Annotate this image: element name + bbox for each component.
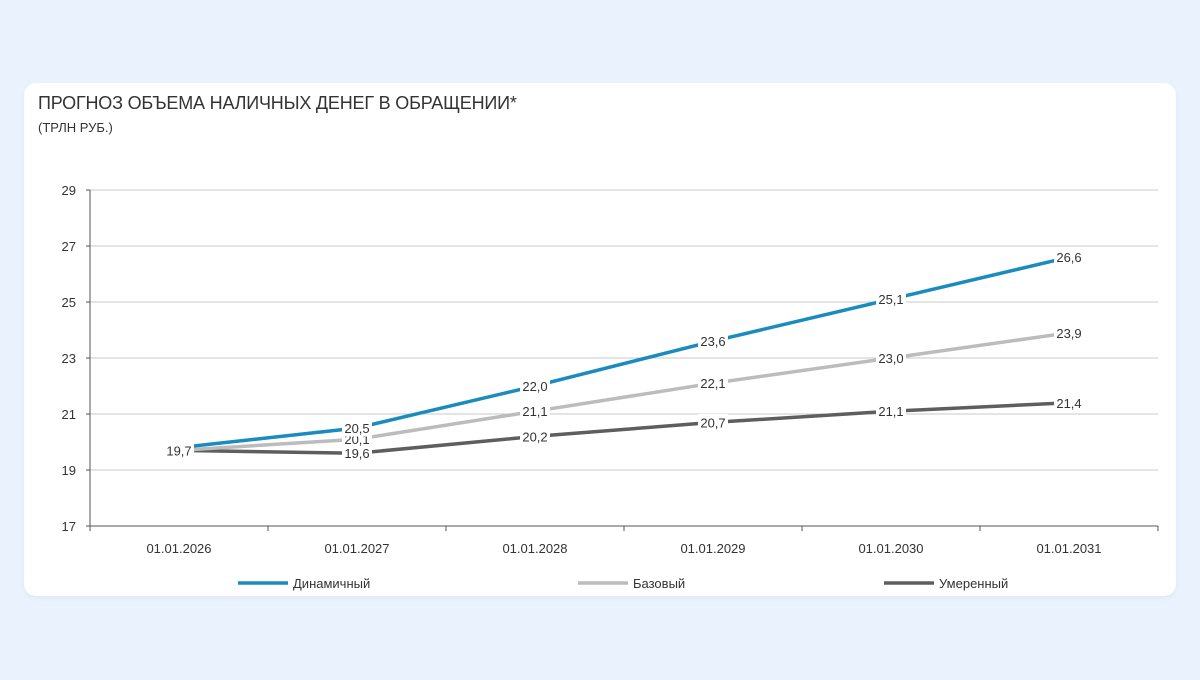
- data-label: 23,9: [1056, 326, 1081, 341]
- y-tick-label: 29: [62, 183, 76, 198]
- data-label-bg: [342, 419, 372, 437]
- y-tick-label: 19: [62, 463, 76, 478]
- data-label-bg: [876, 349, 906, 367]
- data-label: 19,7: [166, 443, 191, 458]
- data-label: 19,6: [344, 446, 369, 461]
- data-label: 22,1: [700, 376, 725, 391]
- data-label: 20,7: [700, 415, 725, 430]
- data-label: 22,0: [522, 379, 547, 394]
- data-label: 21,1: [878, 404, 903, 419]
- legend-label: Умеренный: [939, 576, 1008, 591]
- data-label-bg: [698, 413, 728, 431]
- data-label-bg: [164, 441, 194, 459]
- data-label: 21,4: [1056, 396, 1081, 411]
- data-label-bg: [876, 402, 906, 420]
- line-chart: 17 19 21 23 25 27 29 01.01.2026 01.01.2027 01.01.…: [62, 183, 1159, 591]
- x-tick-label: 01.01.2026: [146, 541, 211, 556]
- series-line-2: [178, 401, 1070, 455]
- chart-subtitle: (ТРЛН РУБ.): [38, 120, 113, 135]
- x-tick-label: 01.01.2028: [502, 541, 567, 556]
- y-tick-label: 23: [62, 351, 76, 366]
- data-label: 20,5: [344, 421, 369, 436]
- series-line-0: [178, 255, 1070, 450]
- chart-card: ПРОГНОЗ ОБЪЕМА НАЛИЧНЫХ ДЕНЕГ В ОБРАЩЕНИ…: [24, 83, 1176, 596]
- data-label-bg: [698, 332, 728, 350]
- x-tick-label: 01.01.2030: [858, 541, 923, 556]
- data-label: 23,0: [878, 351, 903, 366]
- data-label-bg: [1054, 248, 1084, 266]
- x-tick-label: 01.01.2027: [324, 541, 389, 556]
- data-label-bg: [342, 444, 372, 462]
- data-label: 23,6: [700, 334, 725, 349]
- chart-title: ПРОГНОЗ ОБЪЕМА НАЛИЧНЫХ ДЕНЕГ В ОБРАЩЕНИ…: [38, 93, 517, 113]
- data-label-bg: [520, 427, 550, 445]
- x-tick-label: 01.01.2031: [1036, 541, 1101, 556]
- y-tick-label: 27: [62, 239, 76, 254]
- series-line-1: [178, 331, 1070, 453]
- y-tick-label: 21: [62, 407, 76, 422]
- data-label: 20,2: [522, 429, 547, 444]
- data-label: 25,1: [878, 292, 903, 307]
- data-label-bg: [1054, 394, 1084, 412]
- y-tick-label: 17: [62, 519, 76, 534]
- data-label-bg: [520, 402, 550, 420]
- data-label-bg: [1054, 324, 1084, 342]
- legend-label: Базовый: [633, 576, 685, 591]
- legend-label: Динамичный: [293, 576, 370, 591]
- x-tick-label: 01.01.2029: [680, 541, 745, 556]
- data-label: 21,1: [522, 404, 547, 419]
- y-tick-label: 25: [62, 295, 76, 310]
- data-label-bg: [520, 377, 550, 395]
- data-label: 26,6: [1056, 250, 1081, 265]
- data-label-bg: [876, 290, 906, 308]
- data-label-bg: [698, 374, 728, 392]
